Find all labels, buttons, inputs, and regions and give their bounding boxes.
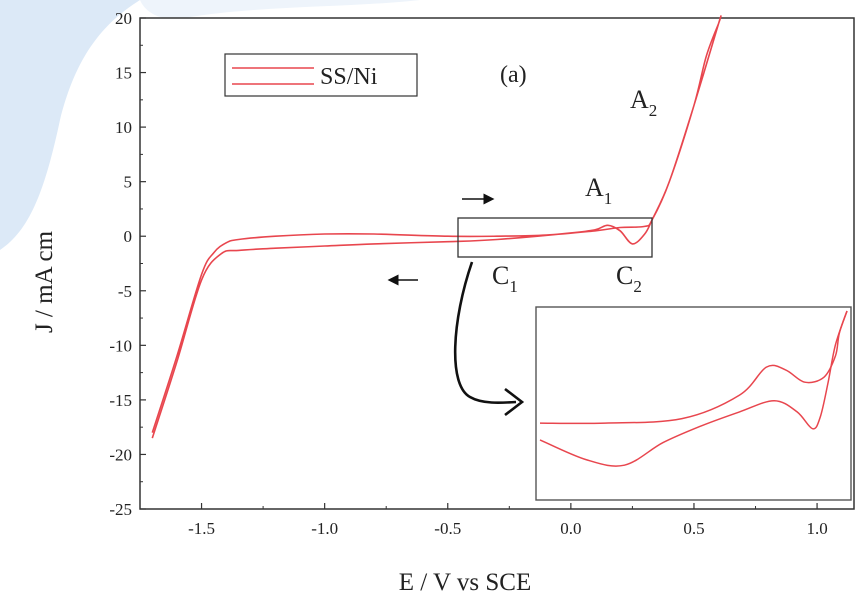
y-axis-title: J / mA cm xyxy=(31,230,58,333)
annotation-a2: A2 xyxy=(630,85,657,120)
x-tick-label: 0.5 xyxy=(683,519,704,538)
inset-reverse-curve xyxy=(539,310,848,467)
x-tick-label: -0.5 xyxy=(434,519,461,538)
background-swoosh xyxy=(0,0,140,250)
zoom-connector-arrowhead xyxy=(504,387,525,417)
y-tick-label: 10 xyxy=(115,118,132,137)
annotation-c1: C1 xyxy=(492,261,518,296)
x-tick-label: 0.0 xyxy=(560,519,581,538)
x-tick-label: -1.5 xyxy=(188,519,215,538)
y-tick-label: -20 xyxy=(109,445,132,464)
y-axis-ticks: 20 15 10 5 0 -5 -10 -15 -20 -25 xyxy=(109,9,146,519)
y-tick-label: -15 xyxy=(109,391,132,410)
legend-box xyxy=(224,53,418,97)
background-swoosh-top xyxy=(140,0,420,19)
zoom-region-box xyxy=(457,217,653,258)
series-ss-ni-curve xyxy=(151,15,722,439)
x-tick-label: -1.0 xyxy=(311,519,338,538)
annotation-a1: A1 xyxy=(585,173,612,208)
y-tick-label: 0 xyxy=(124,227,133,246)
zoom-connector-arrow xyxy=(453,261,517,405)
inset-forward-curve xyxy=(539,310,848,425)
y-tick-label: -5 xyxy=(118,282,132,301)
inset-frame xyxy=(535,306,852,501)
y-tick-label: 15 xyxy=(115,64,132,83)
legend-entry-ss-ni: SS/Ni xyxy=(320,64,378,90)
y-tick-label: -10 xyxy=(109,336,132,355)
panel-label: (a) xyxy=(500,62,527,88)
y-tick-label: 5 xyxy=(124,173,133,192)
y-tick-label: -25 xyxy=(109,500,132,519)
y-tick-label: 20 xyxy=(115,9,132,28)
x-tick-label: 1.0 xyxy=(806,519,827,538)
x-axis-title: E / V vs SCE xyxy=(399,569,531,596)
legend: SS/Ni xyxy=(224,53,418,97)
annotation-c2: C2 xyxy=(616,261,642,296)
x-axis-ticks: -1.5 -1.0 -0.5 0.0 0.5 1.0 xyxy=(188,503,828,538)
